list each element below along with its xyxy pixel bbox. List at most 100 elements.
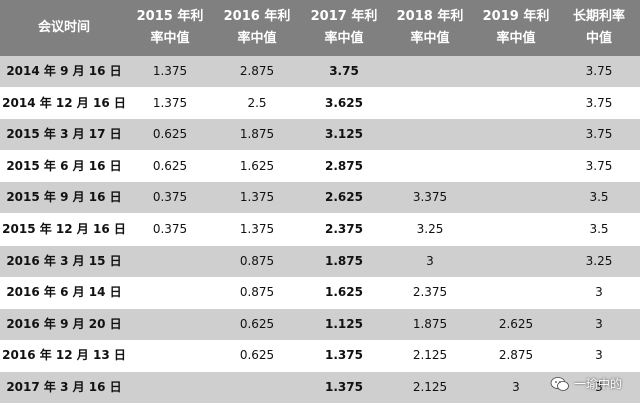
cell-2015 [128,309,212,340]
cell-2015: 0.625 [152,127,188,142]
cell-2016 [212,372,302,403]
cell-long-run: 3 [595,380,603,394]
header-meeting-date: 会议时间 [0,0,128,56]
header-2017-line2: 率中值 [324,31,364,46]
cell-date: 2017 年 3 月 16 日 [6,380,122,394]
header-2016: 2016 年利 率中值 [212,0,302,56]
cell-2019 [474,277,558,308]
cell-date: 2015 年 3 月 17 日 [6,127,122,142]
header-2018-line1: 2018 年利 [396,9,464,24]
table-row: 2015 年 3 月 17 日 0.625 1.875 3.125 3.75 [0,119,640,151]
cell-2015 [128,340,212,371]
cell-2017: 3.625 [325,95,363,110]
cell-2018 [386,88,474,119]
cell-long-run: 3.5 [589,222,609,236]
cell-date: 2016 年 12 月 13 日 [2,348,126,363]
cell-2015 [128,277,212,308]
table-row: 2015 年 12 月 16 日 0.375 1.375 2.375 3.25 3.5 [0,214,640,245]
cell-2018: 2.375 [412,285,448,300]
table-row: 2014 年 12 月 16 日 1.375 2.5 3.625 3.75 [0,87,640,119]
cell-2016: 1.375 [239,190,275,205]
cell-2015: 0.625 [152,158,188,173]
header-2019-line2: 率中值 [496,31,536,46]
table-row: 2015 年 6 月 16 日 0.625 1.625 2.875 3.75 [0,150,640,182]
cell-long-run: 3 [595,285,603,300]
header-meeting-date-label: 会议时间 [37,20,90,35]
table-row: 2016 年 3 月 15 日 0.875 1.875 3 3.25 [0,245,640,277]
cell-date: 2014 年 12 月 16 日 [2,95,126,110]
cell-2019 [474,88,558,119]
cell-long-run: 3.75 [585,64,613,78]
cell-date: 2016 年 3 月 15 日 [6,253,122,268]
cell-2016: 1.375 [239,222,275,236]
watermark: 一瑜中的 [550,375,622,392]
header-2016-line2: 率中值 [237,31,277,46]
cell-2017: 1.375 [325,348,363,363]
cell-2016: 2.5 [247,95,267,110]
cell-2015: 0.375 [152,222,188,236]
cell-2016: 0.625 [239,348,275,363]
cell-2019 [474,246,558,277]
header-2016-line1: 2016 年利 [223,9,291,24]
cell-long-run: 3.5 [589,190,609,205]
cell-2019: 2.875 [498,348,534,363]
cell-2017: 2.625 [325,190,363,205]
cell-2017: 2.875 [325,158,363,173]
header-2017: 2017 年利 率中值 [302,0,386,56]
cell-2017: 3.75 [329,64,359,78]
cell-long-run: 3.75 [585,95,613,110]
cell-2019 [474,182,558,213]
table-row: 2014 年 9 月 16 日 1.375 2.875 3.75 3.75 [0,56,640,87]
cell-2018 [386,151,474,182]
cell-date: 2015 年 6 月 16 日 [6,158,122,173]
table-header: 会议时间 2015 年利 率中值 2016 年利 率中值 2017 年利 率中值… [0,0,640,56]
cell-2019 [474,119,558,150]
header-2015-line2: 率中值 [150,31,190,46]
watermark-text: 一瑜中的 [573,377,622,391]
cell-2016: 0.625 [239,316,275,331]
header-2015: 2015 年利 率中值 [128,0,212,56]
cell-date: 2016 年 9 月 20 日 [6,316,122,331]
table-row: 2016 年 12 月 13 日 0.625 1.375 2.125 2.875 3 [0,340,640,372]
cell-2015: 1.375 [152,95,188,110]
cell-2019: 3 [512,380,520,394]
cell-2016: 0.875 [239,253,275,268]
cell-long-run: 3.75 [585,158,613,173]
cell-2017: 1.625 [325,285,363,300]
cell-2018: 1.875 [412,316,448,331]
cell-2017: 2.375 [325,222,363,236]
cell-2018: 3 [426,253,434,268]
header-2018: 2018 年利 率中值 [386,0,474,56]
cell-long-run: 3.25 [585,253,613,268]
header-2015-line1: 2015 年利 [136,9,204,24]
cell-2016: 2.875 [239,64,275,78]
table-row: 2015 年 9 月 16 日 0.375 1.375 2.625 3.375 3.5 [0,182,640,214]
cell-date: 2016 年 6 月 14 日 [6,285,122,300]
wechat-icon [550,376,569,391]
header-long-run-line2: 中值 [585,31,612,46]
cell-long-run: 3.75 [585,127,613,142]
cell-2018 [386,119,474,150]
cell-2019 [474,56,558,87]
table-row: 2016 年 6 月 14 日 0.875 1.625 2.375 3 [0,277,640,309]
cell-2016: 0.875 [239,285,275,300]
table-row: 2017 年 3 月 16 日 1.375 2.125 3 3 [0,372,640,403]
header-long-run-line1: 长期利率 [572,9,625,24]
cell-2015 [128,372,212,403]
cell-2018: 3.25 [416,222,444,236]
header-2018-line2: 率中值 [410,31,450,46]
cell-2017: 3.125 [325,127,363,142]
cell-2016: 1.625 [239,158,275,173]
header-long-run: 长期利率 中值 [558,0,640,56]
table-row: 2016 年 9 月 20 日 0.625 1.125 1.875 2.625 3 [0,308,640,340]
header-2017-line1: 2017 年利 [310,9,378,24]
cell-2018 [386,56,474,87]
header-2019-line1: 2019 年利 [482,9,550,24]
cell-2015: 1.375 [152,64,188,78]
cell-2015 [128,246,212,277]
cell-2018: 2.125 [412,348,448,363]
cell-2017: 1.875 [325,253,363,268]
cell-2018: 3.375 [412,190,448,205]
cell-2016: 1.875 [239,127,275,142]
cell-long-run: 3 [595,348,603,363]
